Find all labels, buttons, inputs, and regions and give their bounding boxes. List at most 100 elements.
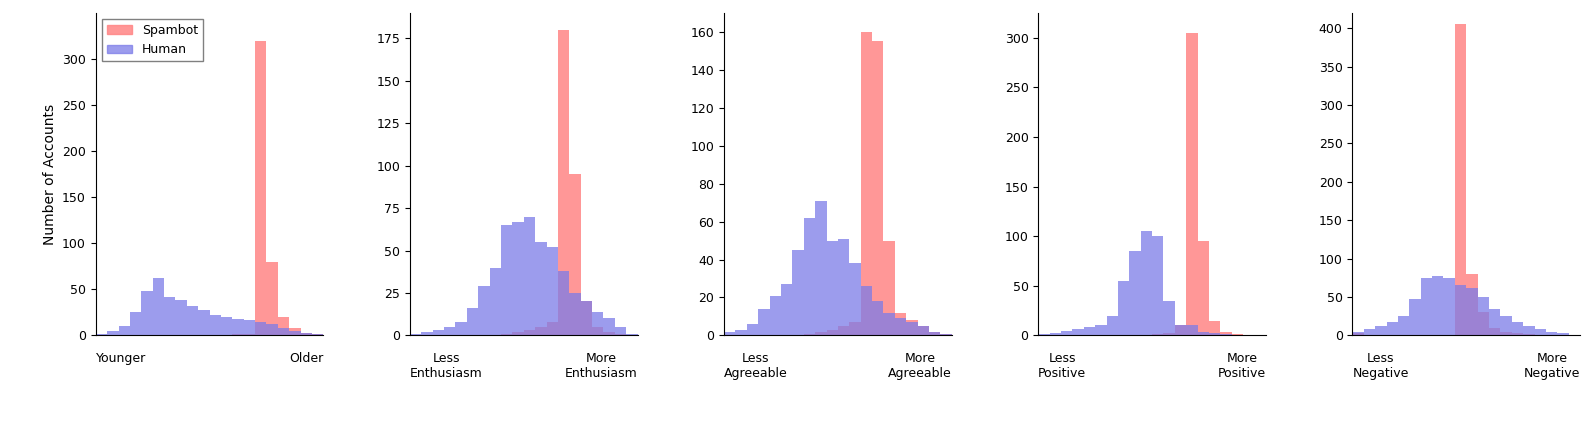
Bar: [455, 322, 466, 335]
Legend: Spambot, Human: Spambot, Human: [102, 19, 203, 61]
Bar: [1456, 286, 1467, 335]
Bar: [1489, 328, 1500, 335]
Text: More
Negative: More Negative: [1524, 352, 1580, 380]
Text: Less
Enthusiasm: Less Enthusiasm: [410, 352, 482, 380]
Bar: [512, 332, 523, 335]
Bar: [479, 286, 490, 335]
Bar: [1523, 334, 1534, 335]
Bar: [96, 334, 107, 335]
Bar: [107, 331, 118, 335]
Bar: [1511, 333, 1523, 335]
Bar: [736, 330, 747, 335]
Bar: [1547, 332, 1558, 335]
Bar: [1489, 309, 1500, 335]
Bar: [278, 317, 289, 335]
Bar: [940, 334, 951, 335]
Text: Less
Positive: Less Positive: [1039, 352, 1087, 380]
Bar: [907, 320, 918, 335]
Bar: [929, 332, 940, 335]
Bar: [1352, 333, 1363, 335]
Bar: [940, 334, 951, 335]
Bar: [1376, 326, 1387, 335]
Bar: [278, 328, 289, 335]
Text: Older: Older: [289, 352, 324, 365]
Bar: [769, 295, 780, 335]
Text: Younger: Younger: [96, 352, 145, 365]
Bar: [895, 313, 907, 335]
Bar: [1409, 298, 1420, 335]
Text: More
Positive: More Positive: [1218, 352, 1266, 380]
Text: Less
Negative: Less Negative: [1352, 352, 1409, 380]
Bar: [1511, 322, 1523, 335]
Bar: [849, 263, 860, 335]
Bar: [884, 313, 895, 335]
Bar: [860, 32, 871, 335]
Bar: [1141, 231, 1152, 335]
Bar: [581, 301, 592, 335]
Bar: [603, 319, 614, 335]
Bar: [1478, 312, 1489, 335]
Bar: [142, 291, 153, 335]
Bar: [523, 330, 535, 335]
Bar: [1534, 329, 1547, 335]
Bar: [1163, 333, 1175, 335]
Bar: [466, 308, 479, 335]
Bar: [860, 286, 871, 335]
Bar: [592, 312, 603, 335]
Bar: [1073, 329, 1084, 335]
Bar: [1117, 281, 1130, 335]
Bar: [1186, 326, 1197, 335]
Bar: [725, 332, 736, 335]
Bar: [804, 218, 816, 335]
Bar: [1432, 276, 1443, 335]
Bar: [871, 301, 884, 335]
Bar: [918, 326, 929, 335]
Bar: [501, 225, 512, 335]
Bar: [1467, 274, 1478, 335]
Bar: [626, 334, 637, 335]
Bar: [792, 250, 804, 335]
Bar: [1221, 332, 1232, 335]
Bar: [827, 240, 838, 335]
Bar: [907, 322, 918, 335]
Bar: [1398, 316, 1409, 335]
Bar: [255, 40, 267, 335]
Bar: [804, 334, 816, 335]
Bar: [164, 297, 176, 335]
Bar: [512, 222, 523, 335]
Bar: [614, 334, 626, 335]
Bar: [838, 326, 849, 335]
Bar: [209, 315, 220, 335]
Bar: [233, 319, 244, 335]
Bar: [1152, 236, 1163, 335]
Bar: [267, 262, 278, 335]
Bar: [895, 318, 907, 335]
Bar: [187, 306, 198, 335]
Bar: [849, 322, 860, 335]
Bar: [176, 301, 187, 335]
Bar: [289, 331, 300, 335]
Bar: [1095, 326, 1106, 335]
Bar: [244, 320, 255, 335]
Bar: [289, 328, 300, 335]
Bar: [816, 332, 827, 335]
Bar: [1387, 322, 1398, 335]
Bar: [1197, 332, 1210, 335]
Bar: [871, 41, 884, 335]
Bar: [1084, 328, 1095, 335]
Text: Less
Agreeable: Less Agreeable: [725, 352, 788, 380]
Bar: [153, 278, 164, 335]
Bar: [581, 301, 592, 335]
Bar: [816, 201, 827, 335]
Bar: [129, 312, 142, 335]
Bar: [546, 247, 559, 335]
Bar: [220, 317, 233, 335]
Bar: [929, 332, 940, 335]
Bar: [118, 326, 129, 335]
Bar: [758, 309, 769, 335]
Bar: [1478, 297, 1489, 335]
Text: More
Agreeable: More Agreeable: [887, 352, 951, 380]
Bar: [1050, 333, 1061, 335]
Bar: [559, 271, 570, 335]
Bar: [1456, 25, 1467, 335]
